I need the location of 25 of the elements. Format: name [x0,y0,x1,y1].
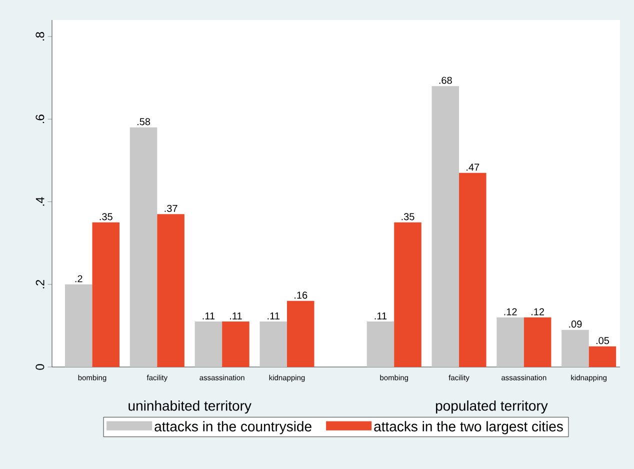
data-label: .11 [374,312,387,320]
data-label: .11 [230,312,242,320]
data-label: .16 [294,292,308,299]
y-tick-label: .8 [36,32,44,40]
data-label: .05 [596,337,610,344]
data-label: .47 [466,164,480,171]
data-label: .11 [268,312,280,320]
data-label: .68 [439,76,452,84]
legend-label: attacks in the countryside [154,421,312,434]
y-tick-label: .6 [36,114,44,124]
text: uninhabited territory [128,400,252,414]
data-label: .37 [164,204,178,212]
data-label: .2 [75,275,82,282]
data-label: .09 [569,320,582,328]
data-label: .11 [202,312,215,320]
y-tick-label: 0 [36,364,44,370]
data-label: .58 [137,118,150,126]
data-label: .35 [402,213,414,220]
text: populated territory [436,400,548,414]
y-tick-label: .2 [36,280,44,288]
legend-label: attacks in the two largest cities [374,421,563,434]
data-label: .12 [532,308,544,316]
data-label: .12 [504,308,517,316]
data-label: .35 [100,213,112,220]
y-tick-label: .4 [36,197,44,206]
